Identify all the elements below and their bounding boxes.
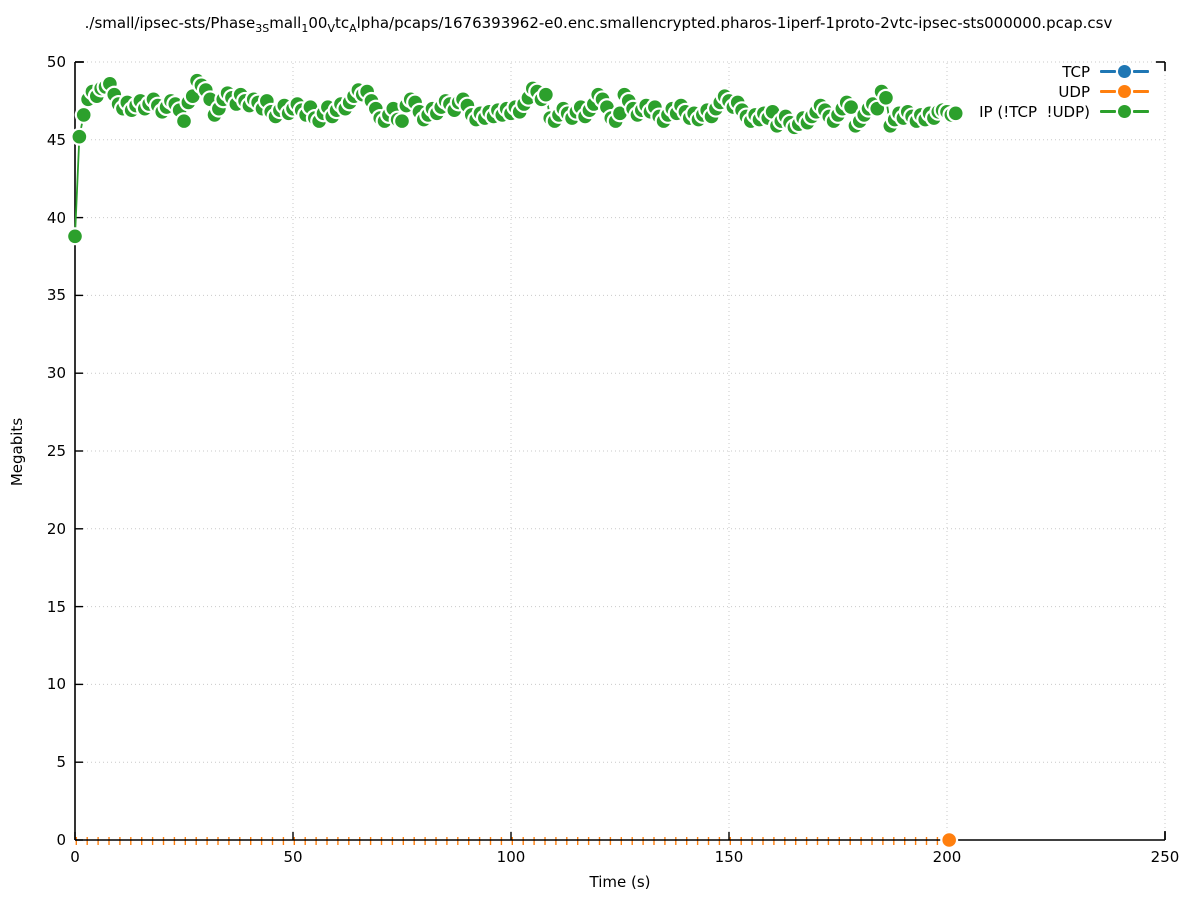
- legend-row-ip: IP (!TCP !UDP): [979, 102, 1149, 121]
- title-text: mall: [269, 14, 302, 32]
- y-tick-label: 10: [46, 675, 66, 694]
- ip-line-dot-icon: [1100, 105, 1149, 118]
- y-tick-label: 25: [46, 442, 66, 460]
- tcp-line-dot-icon: [1100, 65, 1149, 78]
- title-text: 00: [308, 14, 328, 32]
- y-tick-label: 40: [46, 208, 66, 227]
- legend-label-ip: IP (!TCP !UDP): [979, 102, 1090, 121]
- title-text: tc: [334, 14, 350, 32]
- y-tick-label: 45: [46, 130, 66, 149]
- title-subscript: 3S: [255, 22, 270, 35]
- x-tick-label: 150: [714, 848, 744, 866]
- ip-data-point: [870, 101, 885, 116]
- legend-label-tcp: TCP: [1062, 62, 1090, 81]
- ip-data-point: [177, 114, 191, 128]
- title-subscript: A: [349, 22, 357, 35]
- y-tick-label: 0: [56, 831, 66, 849]
- ip-dot-icon: [1118, 105, 1131, 118]
- udp-dot-icon: [1118, 85, 1131, 98]
- ip-data-point: [185, 89, 200, 104]
- ip-data-point: [879, 90, 893, 105]
- udp-line-dot-icon: [1100, 85, 1149, 98]
- ip-dash-icon: [1133, 109, 1149, 114]
- y-tick-label: 15: [46, 597, 66, 616]
- ip-data-point: [72, 129, 87, 144]
- ip-data-point: [395, 114, 409, 128]
- x-axis-label: Time (s): [589, 873, 651, 891]
- ip-data-point: [68, 229, 82, 244]
- udp-data-point: [942, 833, 956, 847]
- title-text: ./small/ipsec-sts/Phase: [84, 14, 256, 32]
- ip-data-point: [948, 106, 963, 121]
- y-tick-label: 5: [56, 753, 66, 772]
- tcp-dot-icon: [1118, 65, 1131, 78]
- ip-data-point: [76, 108, 91, 122]
- title-subscript: 1: [301, 22, 309, 35]
- udp-dash-icon: [1133, 89, 1149, 94]
- legend: TCP UDP IP (!TCP !UDP): [979, 62, 1149, 121]
- tcp-dash-icon: [1100, 69, 1116, 74]
- y-tick-label: 20: [46, 519, 66, 538]
- title-subscript: V: [327, 22, 335, 35]
- ip-data-point: [844, 100, 858, 114]
- ip-data-point: [613, 106, 627, 121]
- y-tick-label: 50: [46, 53, 66, 71]
- legend-label-udp: UDP: [1058, 82, 1090, 101]
- tcp-dash-icon: [1133, 69, 1149, 74]
- x-tick-label: 50: [283, 848, 303, 866]
- x-tick-label: 250: [1150, 848, 1180, 866]
- legend-row-udp: UDP: [1058, 82, 1149, 101]
- y-tick-label: 30: [46, 364, 66, 383]
- title-text: lpha/pcaps/1676393962-e0.enc.smallencryp…: [356, 14, 1113, 32]
- y-tick-label: 35: [46, 286, 66, 305]
- ip-data-point: [539, 87, 553, 102]
- ip-dash-icon: [1100, 109, 1116, 114]
- x-tick-label: 0: [70, 848, 80, 866]
- udp-dash-icon: [1100, 89, 1116, 94]
- chart-title: ./small/ipsec-sts/Phase3Small100VtcAlpha…: [0, 14, 1197, 35]
- x-tick-label: 100: [496, 848, 526, 866]
- x-tick-label: 200: [932, 848, 962, 866]
- legend-row-tcp: TCP: [1062, 62, 1149, 81]
